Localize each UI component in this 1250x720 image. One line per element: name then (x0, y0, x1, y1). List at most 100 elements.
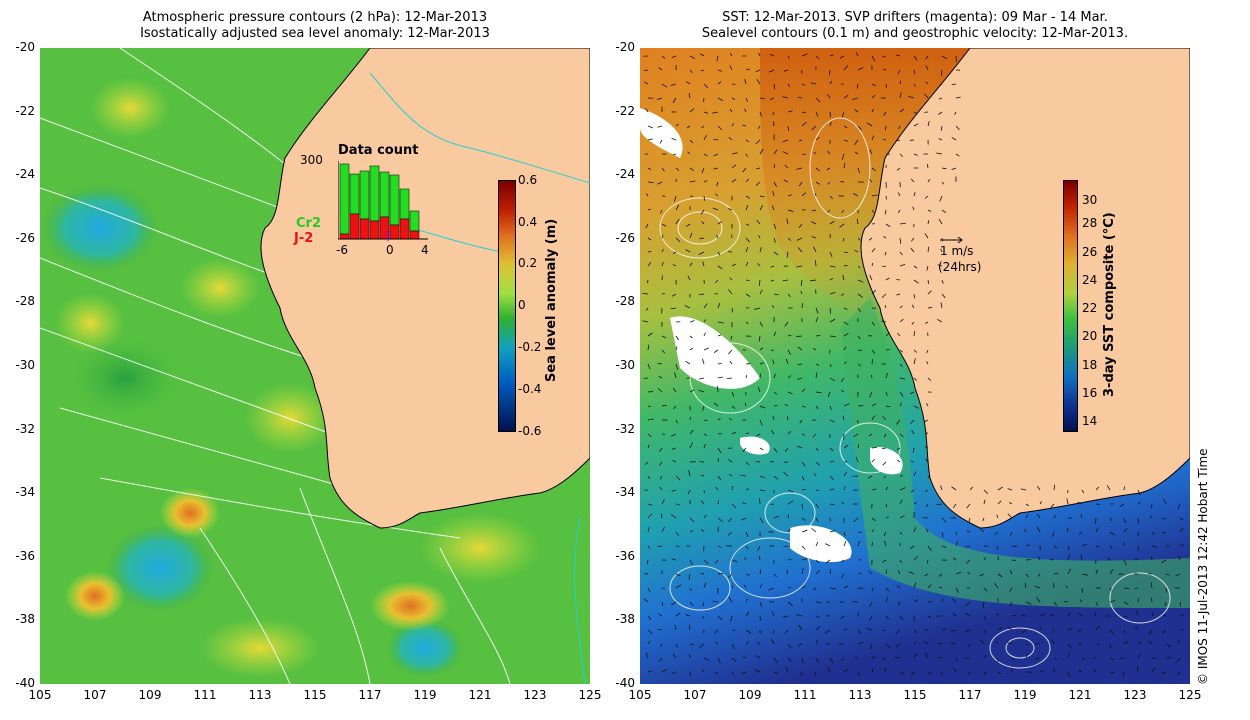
velocity-arrow (717, 334, 722, 337)
velocity-arrow (1007, 513, 1013, 519)
velocity-arrow (731, 263, 736, 267)
velocity-arrow (745, 629, 752, 634)
velocity-arrow (703, 111, 709, 114)
velocity-arrow (759, 347, 764, 351)
velocity-arrow (1175, 657, 1181, 663)
velocity-arrow (675, 475, 681, 481)
velocity-arrow (841, 559, 845, 563)
velocity-arrow (701, 221, 705, 225)
velocity-arrow (885, 332, 891, 337)
velocity-arrow (700, 529, 705, 533)
velocity-arrow (1039, 613, 1046, 617)
velocity-arrow (868, 237, 873, 241)
velocity-arrow (659, 461, 663, 466)
velocity-arrow (1123, 615, 1128, 618)
velocity-arrow (938, 573, 943, 577)
velocity-arrow (661, 526, 665, 533)
velocity-arrow (740, 474, 747, 477)
velocity-arrow (843, 585, 849, 589)
velocity-arrow (926, 559, 929, 564)
data-count-histogram: Data count 300 -6 0 4 Cr2 J-2 (294, 143, 430, 263)
velocity-arrow (759, 97, 765, 100)
velocity-arrow (1053, 601, 1058, 606)
velocity-arrow (829, 307, 831, 314)
velocity-arrow (770, 460, 775, 463)
velocity-arrow (899, 92, 902, 99)
velocity-arrow (757, 386, 761, 393)
sst-map[interactable] (640, 48, 1190, 684)
velocity-arrow (1008, 501, 1013, 505)
velocity-arrow (940, 69, 943, 76)
velocity-arrow (744, 108, 747, 113)
velocity-arrow (1123, 528, 1128, 533)
velocity-arrow (787, 643, 792, 649)
lat-tick-label: -34 (615, 485, 635, 500)
velocity-arrow (997, 486, 1003, 491)
lon-tick-label: 121 (1068, 688, 1092, 702)
velocity-arrow (745, 178, 750, 183)
velocity-arrow (787, 83, 790, 87)
anomaly-low-blob (385, 618, 465, 678)
velocity-arrow (899, 487, 906, 491)
velocity-arrow (871, 167, 876, 171)
velocity-arrow (1179, 544, 1184, 547)
velocity-arrow (950, 642, 957, 645)
velocity-arrow (815, 316, 819, 323)
velocity-arrow (927, 290, 932, 295)
velocity-arrow (840, 377, 845, 383)
velocity-arrow (1137, 501, 1141, 505)
velocity-arrow (913, 527, 917, 533)
velocity-arrow (745, 68, 750, 71)
velocity-arrow (759, 405, 766, 409)
velocity-arrow (647, 405, 652, 408)
velocity-arrow (940, 302, 943, 309)
velocity-arrow (952, 503, 957, 509)
lat-tick-label: -30 (15, 358, 35, 372)
velocity-arrow (1067, 612, 1071, 617)
velocity-arrow (675, 419, 678, 424)
velocity-arrow (925, 55, 929, 60)
velocity-arrow (717, 447, 722, 454)
velocity-arrow (703, 419, 708, 422)
velocity-arrow (698, 377, 705, 380)
velocity-arrow (996, 545, 999, 550)
velocity-arrow (979, 573, 985, 577)
velocity-arrow (712, 111, 719, 114)
velocity-arrow (689, 320, 695, 323)
velocity-arrow (689, 69, 693, 74)
velocity-arrow (1151, 556, 1153, 561)
velocity-arrow (1078, 531, 1083, 535)
velocity-arrow (1025, 643, 1030, 646)
velocity-arrow (659, 643, 663, 648)
velocity-arrow (688, 470, 691, 477)
velocity-arrow (759, 475, 765, 479)
anomaly-high-blob (245, 383, 335, 453)
histogram-x-label-4: 4 (421, 243, 429, 257)
sst-tick: 20 (1082, 329, 1098, 343)
lat-tick-label: -26 (15, 230, 35, 245)
velocity-arrow (899, 318, 904, 323)
velocity-arrow (926, 349, 929, 354)
velocity-arrow (857, 335, 861, 340)
velocity-arrow (770, 265, 775, 268)
velocity-arrow (675, 123, 679, 127)
velocity-arrow (687, 275, 691, 281)
velocity-arrow (717, 221, 723, 225)
left-title-line2: Isostatically adjusted sea level anomaly… (140, 26, 490, 41)
velocity-arrow (815, 111, 819, 117)
velocity-arrow (799, 419, 803, 424)
anomaly-high-blob (55, 293, 125, 353)
velocity-arrow (1067, 671, 1071, 678)
velocity-arrow (701, 167, 705, 174)
velocity-arrow (895, 419, 901, 425)
velocity-arrow (884, 209, 887, 215)
velocity-arrow (839, 223, 845, 228)
velocity-arrow (797, 363, 803, 366)
velocity-arrow (853, 517, 859, 523)
velocity-arrow (689, 442, 693, 449)
velocity-arrow (885, 597, 888, 603)
velocity-arrow (910, 391, 915, 395)
lon-tick-label: 111 (193, 688, 217, 702)
velocity-arrow (857, 612, 859, 617)
velocity-arrow (827, 181, 831, 185)
